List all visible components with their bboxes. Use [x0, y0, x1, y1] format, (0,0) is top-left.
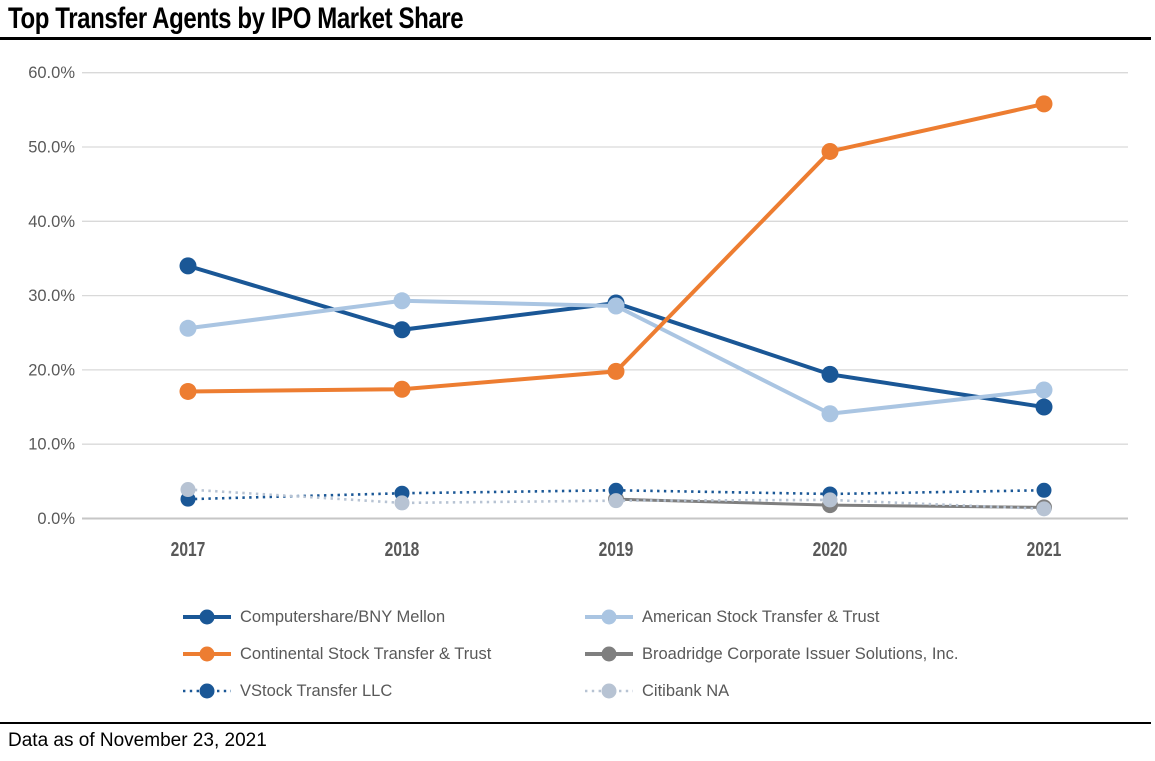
data-point-marker-continental-stock-transfer-trust — [393, 380, 411, 398]
legend-swatch-continental-stock-transfer-trust — [183, 646, 231, 661]
legend-item-vstock-transfer-llc: VStock Transfer LLC — [183, 681, 585, 701]
series-line-computershare-bny-mellon — [187, 263, 1045, 410]
legend-label: VStock Transfer LLC — [240, 681, 393, 700]
legend-label: Continental Stock Transfer & Trust — [240, 644, 492, 663]
data-point-marker-continental-stock-transfer-trust — [607, 362, 625, 380]
data-point-marker-continental-stock-transfer-trust — [179, 382, 197, 400]
data-point-marker-american-stock-transfer-trust — [393, 292, 411, 310]
legend-label: Computershare/BNY Mellon — [240, 607, 446, 626]
x-axis-tick-label: 2018 — [385, 538, 420, 560]
legend-marker-sample — [601, 683, 617, 698]
legend-marker-sample — [199, 646, 215, 661]
data-point-marker-citibank-na — [608, 493, 624, 509]
y-axis-tick-label: 10.0% — [28, 436, 75, 454]
y-axis-tick-label: 40.0% — [28, 213, 75, 231]
data-point-marker-citibank-na — [822, 492, 838, 508]
data-point-marker-vstock-transfer-llc — [608, 482, 624, 498]
legend-row: Continental Stock Transfer & Trust Broadr… — [183, 635, 1123, 672]
legend-marker-sample — [601, 609, 617, 624]
legend-label: American Stock Transfer & Trust — [642, 607, 880, 626]
legend-swatch-american-stock-transfer-trust — [585, 609, 633, 624]
legend-item-citibank-na: Citibank NA — [585, 681, 729, 701]
x-axis-tick-label: 2021 — [1027, 538, 1062, 560]
data-point-marker-computershare-bny-mellon — [393, 321, 411, 339]
legend-swatch-broadridge-corporate-issuer-solutions-inc — [585, 646, 633, 661]
x-axis-tick-label: 2017 — [171, 538, 206, 560]
footnote: Data as of November 23, 2021 — [8, 730, 267, 751]
data-point-marker-computershare-bny-mellon — [821, 365, 839, 383]
data-point-marker-continental-stock-transfer-trust — [821, 142, 839, 160]
legend-item-continental-stock-transfer-trust: Continental Stock Transfer & Trust — [183, 644, 585, 664]
legend-item-computershare-bny-mellon: Computershare/BNY Mellon — [183, 607, 585, 627]
data-point-marker-computershare-bny-mellon — [179, 257, 197, 275]
legend-item-american-stock-transfer-trust: American Stock Transfer & Trust — [585, 607, 880, 627]
legend-row: Computershare/BNY Mellon American Stock T… — [183, 598, 1123, 635]
y-axis-tick-label: 0.0% — [37, 510, 75, 528]
legend-marker-sample — [199, 683, 215, 698]
y-axis-tick-label: 50.0% — [28, 139, 75, 157]
y-axis-tick-label: 30.0% — [28, 287, 75, 305]
data-point-marker-citibank-na — [180, 482, 196, 498]
data-point-marker-american-stock-transfer-trust — [179, 319, 197, 337]
legend-swatch-computershare-bny-mellon — [183, 609, 231, 624]
data-point-marker-citibank-na — [394, 495, 410, 511]
x-axis-tick-label: 2019 — [599, 538, 634, 560]
legend-label: Citibank NA — [642, 681, 730, 700]
chart-header: Top Transfer Agents by IPO Market Share — [8, 2, 577, 36]
series-line-american-stock-transfer-trust — [187, 298, 1045, 416]
data-point-marker-vstock-transfer-llc — [1036, 482, 1052, 498]
legend-label: Broadridge Corporate Issuer Solutions, I… — [642, 644, 959, 663]
x-axis-tick-label: 2020 — [813, 538, 848, 560]
data-point-marker-continental-stock-transfer-trust — [1035, 95, 1053, 113]
legend-row: VStock Transfer LLC Citibank NA — [183, 672, 1123, 709]
legend-swatch-vstock-transfer-llc — [183, 683, 231, 698]
data-point-marker-american-stock-transfer-trust — [607, 297, 625, 315]
y-axis-tick-label: 60.0% — [28, 64, 75, 82]
data-point-marker-computershare-bny-mellon — [1035, 398, 1053, 416]
legend-marker-sample — [199, 609, 215, 624]
legend-swatch-citibank-na — [585, 683, 633, 698]
data-point-marker-american-stock-transfer-trust — [1035, 381, 1053, 399]
y-axis-tick-label: 20.0% — [28, 361, 75, 379]
line-chart-plot-area: 0.0% 10.0% 20.0% 30.0% 40.0% 50.0% 60.0% 2017 20… — [28, 64, 1128, 560]
footer-divider — [0, 722, 1151, 724]
data-point-marker-american-stock-transfer-trust — [821, 405, 839, 423]
data-point-marker-citibank-na — [1036, 501, 1052, 517]
legend-marker-sample — [601, 646, 617, 661]
chart-legend: Computershare/BNY Mellon American Stock T… — [183, 598, 1123, 709]
chart-title: Top Transfer Agents by IPO Market Share — [8, 2, 464, 35]
title-divider — [0, 37, 1151, 40]
legend-item-broadridge-corporate-issuer-solutions-inc: Broadridge Corporate Issuer Solutions, I… — [585, 644, 958, 664]
